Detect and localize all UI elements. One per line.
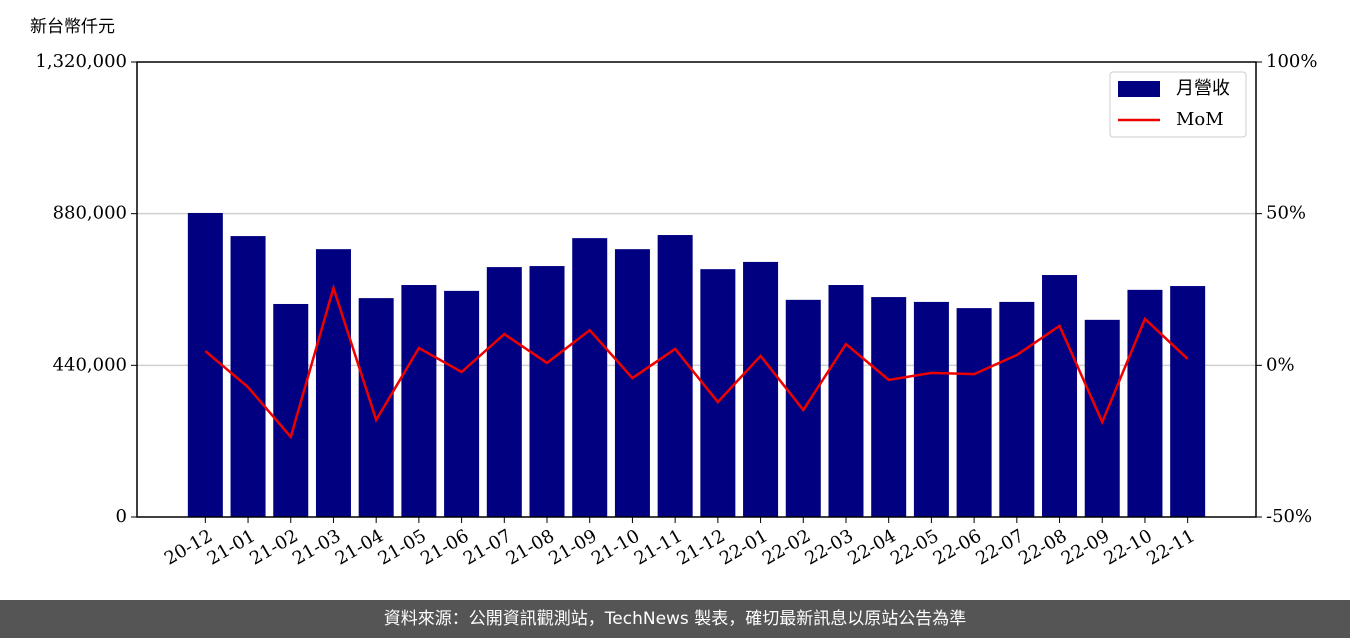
- y-tick-label: 880,000: [53, 203, 127, 224]
- bar: [871, 297, 907, 517]
- bar: [956, 308, 992, 517]
- bar: [700, 269, 736, 517]
- bar: [401, 285, 437, 517]
- y2-tick-label: 0%: [1266, 354, 1295, 375]
- y-tick-label: 440,000: [53, 354, 127, 375]
- bar: [743, 261, 779, 517]
- bar: [529, 266, 565, 517]
- bar: [358, 298, 394, 517]
- bar: [187, 212, 223, 517]
- y-tick-label: 0: [116, 506, 127, 527]
- bar: [1127, 289, 1163, 517]
- bar: [444, 290, 480, 517]
- legend-label: 月營收: [1176, 78, 1230, 99]
- bar: [486, 267, 522, 517]
- bar: [1042, 275, 1078, 517]
- bar: [1084, 319, 1120, 517]
- bar: [614, 249, 650, 517]
- legend-label: MoM: [1176, 109, 1224, 130]
- bar: [315, 249, 351, 517]
- plot-frame: [136, 61, 1257, 518]
- y2-tick-label: 50%: [1266, 203, 1306, 224]
- bar: [913, 301, 949, 517]
- bar: [999, 301, 1035, 517]
- footer: [0, 600, 1350, 638]
- legend-swatch: [1118, 81, 1160, 97]
- y-axis-label: 新台幣仟元: [30, 17, 115, 37]
- bar: [828, 285, 864, 517]
- bar: [1170, 286, 1206, 517]
- y2-tick-label: -50%: [1266, 506, 1312, 527]
- y-tick-label: 1,320,000: [35, 51, 127, 72]
- bar: [273, 303, 309, 517]
- y2-tick-label: 100%: [1266, 51, 1317, 72]
- line: [204, 283, 1189, 440]
- bar: [572, 238, 608, 518]
- bar: [657, 235, 693, 517]
- source-note: 資料來源：公開資訊觀測站，TechNews 製表，確切最新訊息以原站公告為準: [384, 609, 966, 629]
